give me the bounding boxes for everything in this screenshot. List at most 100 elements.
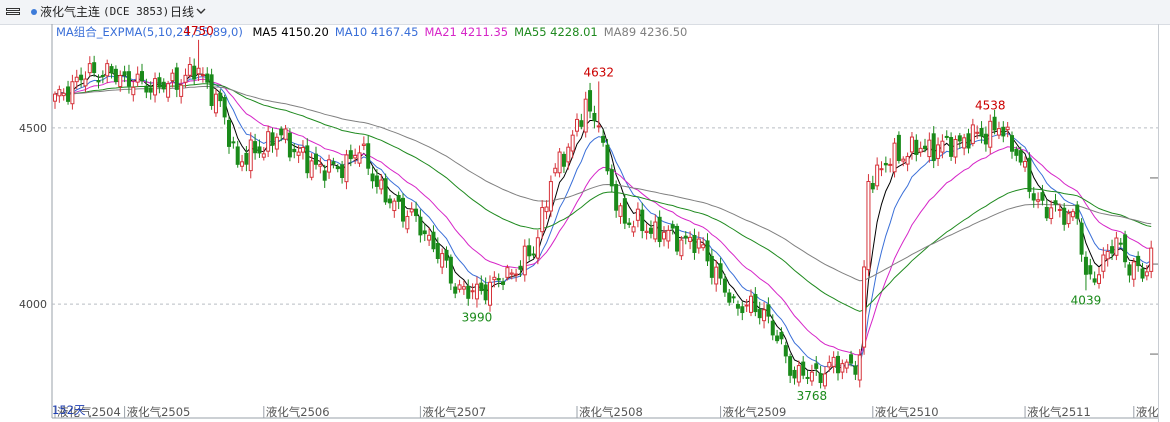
x-tick-label: 液化气2505 xyxy=(127,405,191,419)
candle-up xyxy=(553,167,558,174)
candle-up xyxy=(888,163,893,166)
candle-down xyxy=(453,286,458,294)
candle-down xyxy=(387,198,392,204)
ma-group-label[interactable]: MA组合_EXPMA(5,10,21,55,89,0) xyxy=(56,25,243,39)
candle-up xyxy=(409,208,414,213)
candle-down xyxy=(209,74,214,106)
candle-up xyxy=(1105,251,1110,260)
candle-down xyxy=(231,141,236,144)
candle-down xyxy=(174,67,179,90)
candle-up xyxy=(105,63,110,77)
candle-up xyxy=(988,120,993,148)
chart-header: 液化气主连 (DCE 3853) 日线 xyxy=(0,0,1170,25)
candle-up xyxy=(662,231,666,240)
candle-up xyxy=(879,168,884,171)
candle-up xyxy=(266,131,271,152)
candle-up xyxy=(492,276,497,281)
candle-down xyxy=(501,281,506,285)
candle-down xyxy=(692,234,697,253)
candle-down xyxy=(931,133,936,162)
candle-down xyxy=(431,231,436,250)
status-dot-icon xyxy=(31,9,37,15)
candle-down xyxy=(814,363,819,369)
candle-down xyxy=(253,141,258,154)
candle-down xyxy=(1014,148,1019,156)
price-label-4039: 4039 xyxy=(1071,293,1102,307)
candle-down xyxy=(853,365,858,375)
candle-up xyxy=(118,75,123,88)
candle-down xyxy=(144,85,149,93)
candle-up xyxy=(827,361,832,368)
candle-down xyxy=(801,361,806,376)
candle-down xyxy=(1118,242,1123,245)
candle-up xyxy=(488,281,492,306)
candle-down xyxy=(396,194,401,202)
candle-up xyxy=(1131,261,1136,280)
candlestick-chart: 4000 4500 4750 4632 3990 3768 4538 4039 液化气2504 液… xyxy=(19,24,1158,419)
candle-down xyxy=(870,182,875,190)
candle-up xyxy=(940,140,945,153)
candle-down xyxy=(401,197,405,222)
candle-up xyxy=(1023,160,1028,168)
price-label-3768: 3768 xyxy=(797,389,828,403)
candle-up xyxy=(796,365,801,383)
candle-down xyxy=(140,71,144,82)
price-label-4632: 4632 xyxy=(583,65,614,79)
candle-up xyxy=(361,143,366,146)
candle-up xyxy=(840,363,845,373)
candle-down xyxy=(792,369,797,379)
candle-down xyxy=(279,128,284,136)
candle-up xyxy=(344,154,349,183)
line-ma55 xyxy=(54,83,1152,312)
candle-down xyxy=(1075,204,1080,219)
candle-down xyxy=(1140,268,1145,279)
candle-down xyxy=(949,137,954,157)
line-ma5 xyxy=(54,71,1152,375)
candle-up xyxy=(70,81,75,105)
candle-up xyxy=(300,147,305,153)
candle-up xyxy=(327,159,332,173)
candle-down xyxy=(966,133,971,149)
line-ma10 xyxy=(54,75,1152,368)
candle-down xyxy=(161,81,166,90)
candle-down xyxy=(722,278,727,293)
candle-down xyxy=(896,134,901,162)
candle-up xyxy=(74,76,79,83)
candle-up xyxy=(744,304,749,307)
candle-down xyxy=(527,245,532,257)
y-tick-label: 4500 xyxy=(19,122,47,135)
candle-up xyxy=(701,244,706,249)
candle-down xyxy=(322,170,327,181)
candle-up xyxy=(762,309,767,322)
candle-up xyxy=(392,200,397,212)
candle-up xyxy=(196,67,201,75)
candle-down xyxy=(753,293,758,313)
candle-down xyxy=(622,198,627,224)
ma-value-ma89: MA89 4236.50 xyxy=(603,25,688,39)
candle-up xyxy=(1070,211,1075,218)
candle-up xyxy=(213,93,218,114)
candle-up xyxy=(962,137,967,149)
x-tick-label: 液化气2506 xyxy=(266,405,330,419)
candle-down xyxy=(218,92,223,102)
period-selector[interactable]: 日线 xyxy=(170,5,195,19)
candle-down xyxy=(287,132,292,158)
candle-down xyxy=(605,144,610,172)
candle-down xyxy=(531,253,536,256)
swap-icon[interactable] xyxy=(6,8,20,15)
candle-down xyxy=(818,373,823,384)
candle-up xyxy=(696,238,701,249)
candle-up xyxy=(248,139,253,172)
candle-down xyxy=(836,355,840,374)
candle-up xyxy=(714,266,719,285)
candle-up xyxy=(461,286,466,290)
candle-down xyxy=(979,127,984,137)
candle-down xyxy=(883,162,888,166)
candle-down xyxy=(592,112,597,122)
x-tick-label: 液化气2509 xyxy=(723,405,787,419)
candle-up xyxy=(540,207,545,233)
candle-up xyxy=(544,206,549,213)
candle-down xyxy=(414,208,419,217)
chevron-down-icon[interactable] xyxy=(196,6,206,19)
candle-down xyxy=(483,284,488,301)
